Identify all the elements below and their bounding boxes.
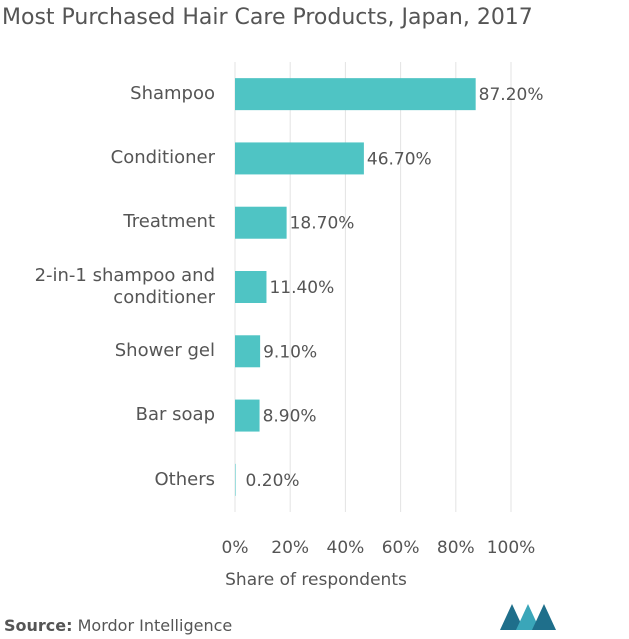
y-tick-label: Shampoo	[130, 82, 215, 104]
bar	[235, 271, 267, 303]
bar	[235, 463, 236, 496]
category-label-box: 2-in-1 shampoo and conditioner	[34, 264, 215, 309]
x-tick-label: 80%	[437, 538, 475, 558]
x-tick-label: 100%	[487, 538, 536, 558]
category-label-box: Treatment	[123, 211, 215, 233]
y-tick-label: 2-in-1 shampoo and conditioner	[34, 264, 215, 309]
value-label: 11.40%	[269, 278, 334, 298]
value-label: 8.90%	[263, 407, 317, 427]
y-tick-label: Bar soap	[135, 404, 215, 426]
source: Source: Mordor Intelligence	[4, 616, 232, 635]
category-label-box: Bar soap	[135, 404, 215, 426]
bar	[235, 399, 260, 432]
x-tick-label: 20%	[271, 538, 309, 558]
bar	[235, 206, 287, 239]
x-tick-label: 60%	[382, 538, 420, 558]
x-tick-label: 40%	[327, 538, 365, 558]
category-label-box: Conditioner	[110, 147, 215, 169]
category-label-box: Others	[154, 468, 216, 490]
bar	[235, 142, 364, 175]
bar	[235, 335, 261, 368]
value-label: 0.20%	[246, 471, 300, 491]
x-axis-title: Share of respondents	[225, 570, 407, 590]
value-label: 46.70%	[367, 149, 432, 169]
category-label-box: Shampoo	[130, 82, 215, 104]
source-text: Mordor Intelligence	[78, 616, 233, 635]
y-tick-label: Treatment	[123, 211, 215, 233]
y-tick-label: Shower gel	[114, 340, 215, 362]
value-label: 9.10%	[263, 342, 317, 362]
category-label-box: Shower gel	[114, 340, 215, 362]
bar	[235, 78, 476, 111]
x-tick-label: 0%	[222, 538, 249, 558]
y-tick-label: Conditioner	[110, 147, 215, 169]
chart-title: Most Purchased Hair Care Products, Japan…	[2, 5, 533, 30]
value-label: 87.20%	[479, 85, 544, 105]
value-label: 18.70%	[290, 214, 355, 234]
logo	[500, 604, 556, 630]
y-tick-label: Others	[154, 468, 216, 490]
source-label: Source:	[4, 616, 73, 635]
